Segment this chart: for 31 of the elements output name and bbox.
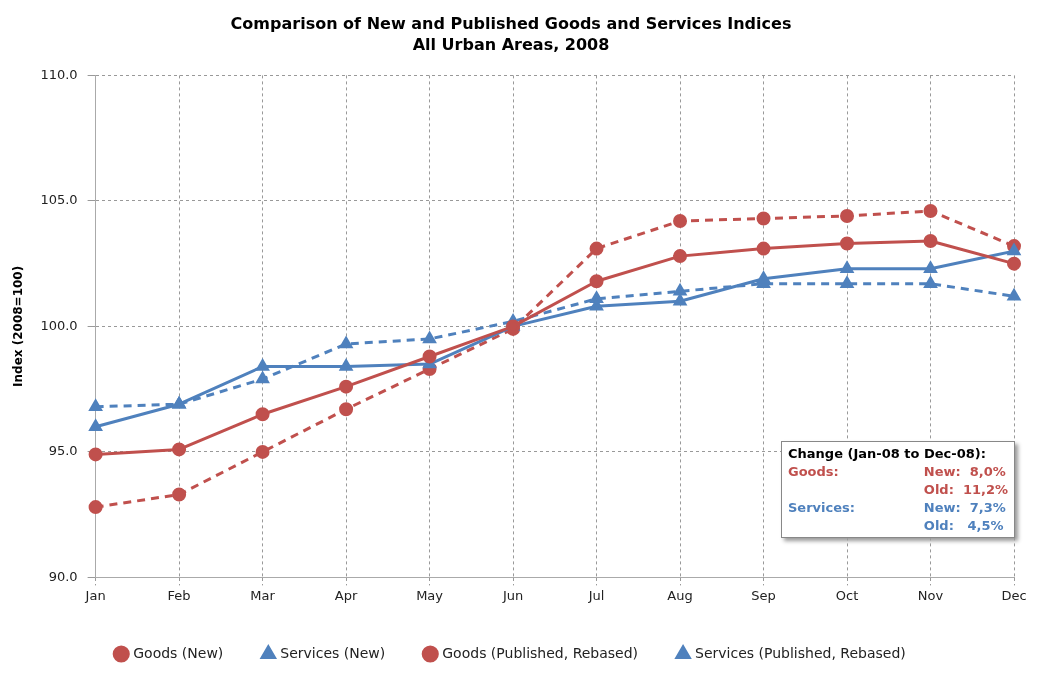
- y-tick-label: 95.0: [48, 443, 78, 459]
- y-tick-label: 90.0: [48, 568, 78, 584]
- x-tick-label: Jun: [501, 587, 524, 603]
- legend-label: Goods (Published, Rebased): [442, 644, 639, 661]
- annotation: New: 8,0%: [923, 464, 1007, 479]
- x-tick-label: Apr: [334, 587, 358, 603]
- x-tick-label: May: [416, 587, 444, 603]
- x-tick-label: Feb: [167, 587, 191, 603]
- x-tick-label: Oct: [835, 587, 859, 603]
- y-axis-title: Index (2008=100): [11, 265, 26, 387]
- legend-label: Services (Published, Rebased): [695, 644, 906, 661]
- x-tick-label: Dec: [1001, 587, 1027, 603]
- annotation: Old: 11,2%: [923, 482, 1008, 497]
- x-tick-label: Mar: [250, 587, 276, 603]
- x-tick-label: Aug: [667, 587, 693, 603]
- annotation: Old: 4,5%: [923, 518, 1005, 533]
- x-tick-label: Nov: [917, 587, 944, 603]
- x-tick-label: Sep: [751, 587, 776, 603]
- y-tick-label: 105.0: [40, 192, 78, 208]
- y-tick-label: 110.0: [40, 66, 78, 82]
- x-tick-label: Jul: [587, 587, 605, 603]
- chart-title: Comparison of New and Published Goods and Services Indices: [230, 13, 792, 33]
- chart-subtitle: All Urban Areas, 2008: [412, 34, 610, 54]
- annotation: New: 7,3%: [923, 500, 1007, 515]
- annotation: Goods:: [788, 464, 840, 479]
- annotation: Services:: [788, 500, 856, 515]
- annotation: Change (Jan-08 to Dec-08):: [788, 446, 987, 461]
- legend-label: Services (New): [280, 644, 386, 661]
- x-tick-label: Jan: [84, 587, 106, 603]
- legend-label: Goods (New): [133, 644, 224, 661]
- y-tick-label: 100.0: [40, 317, 78, 333]
